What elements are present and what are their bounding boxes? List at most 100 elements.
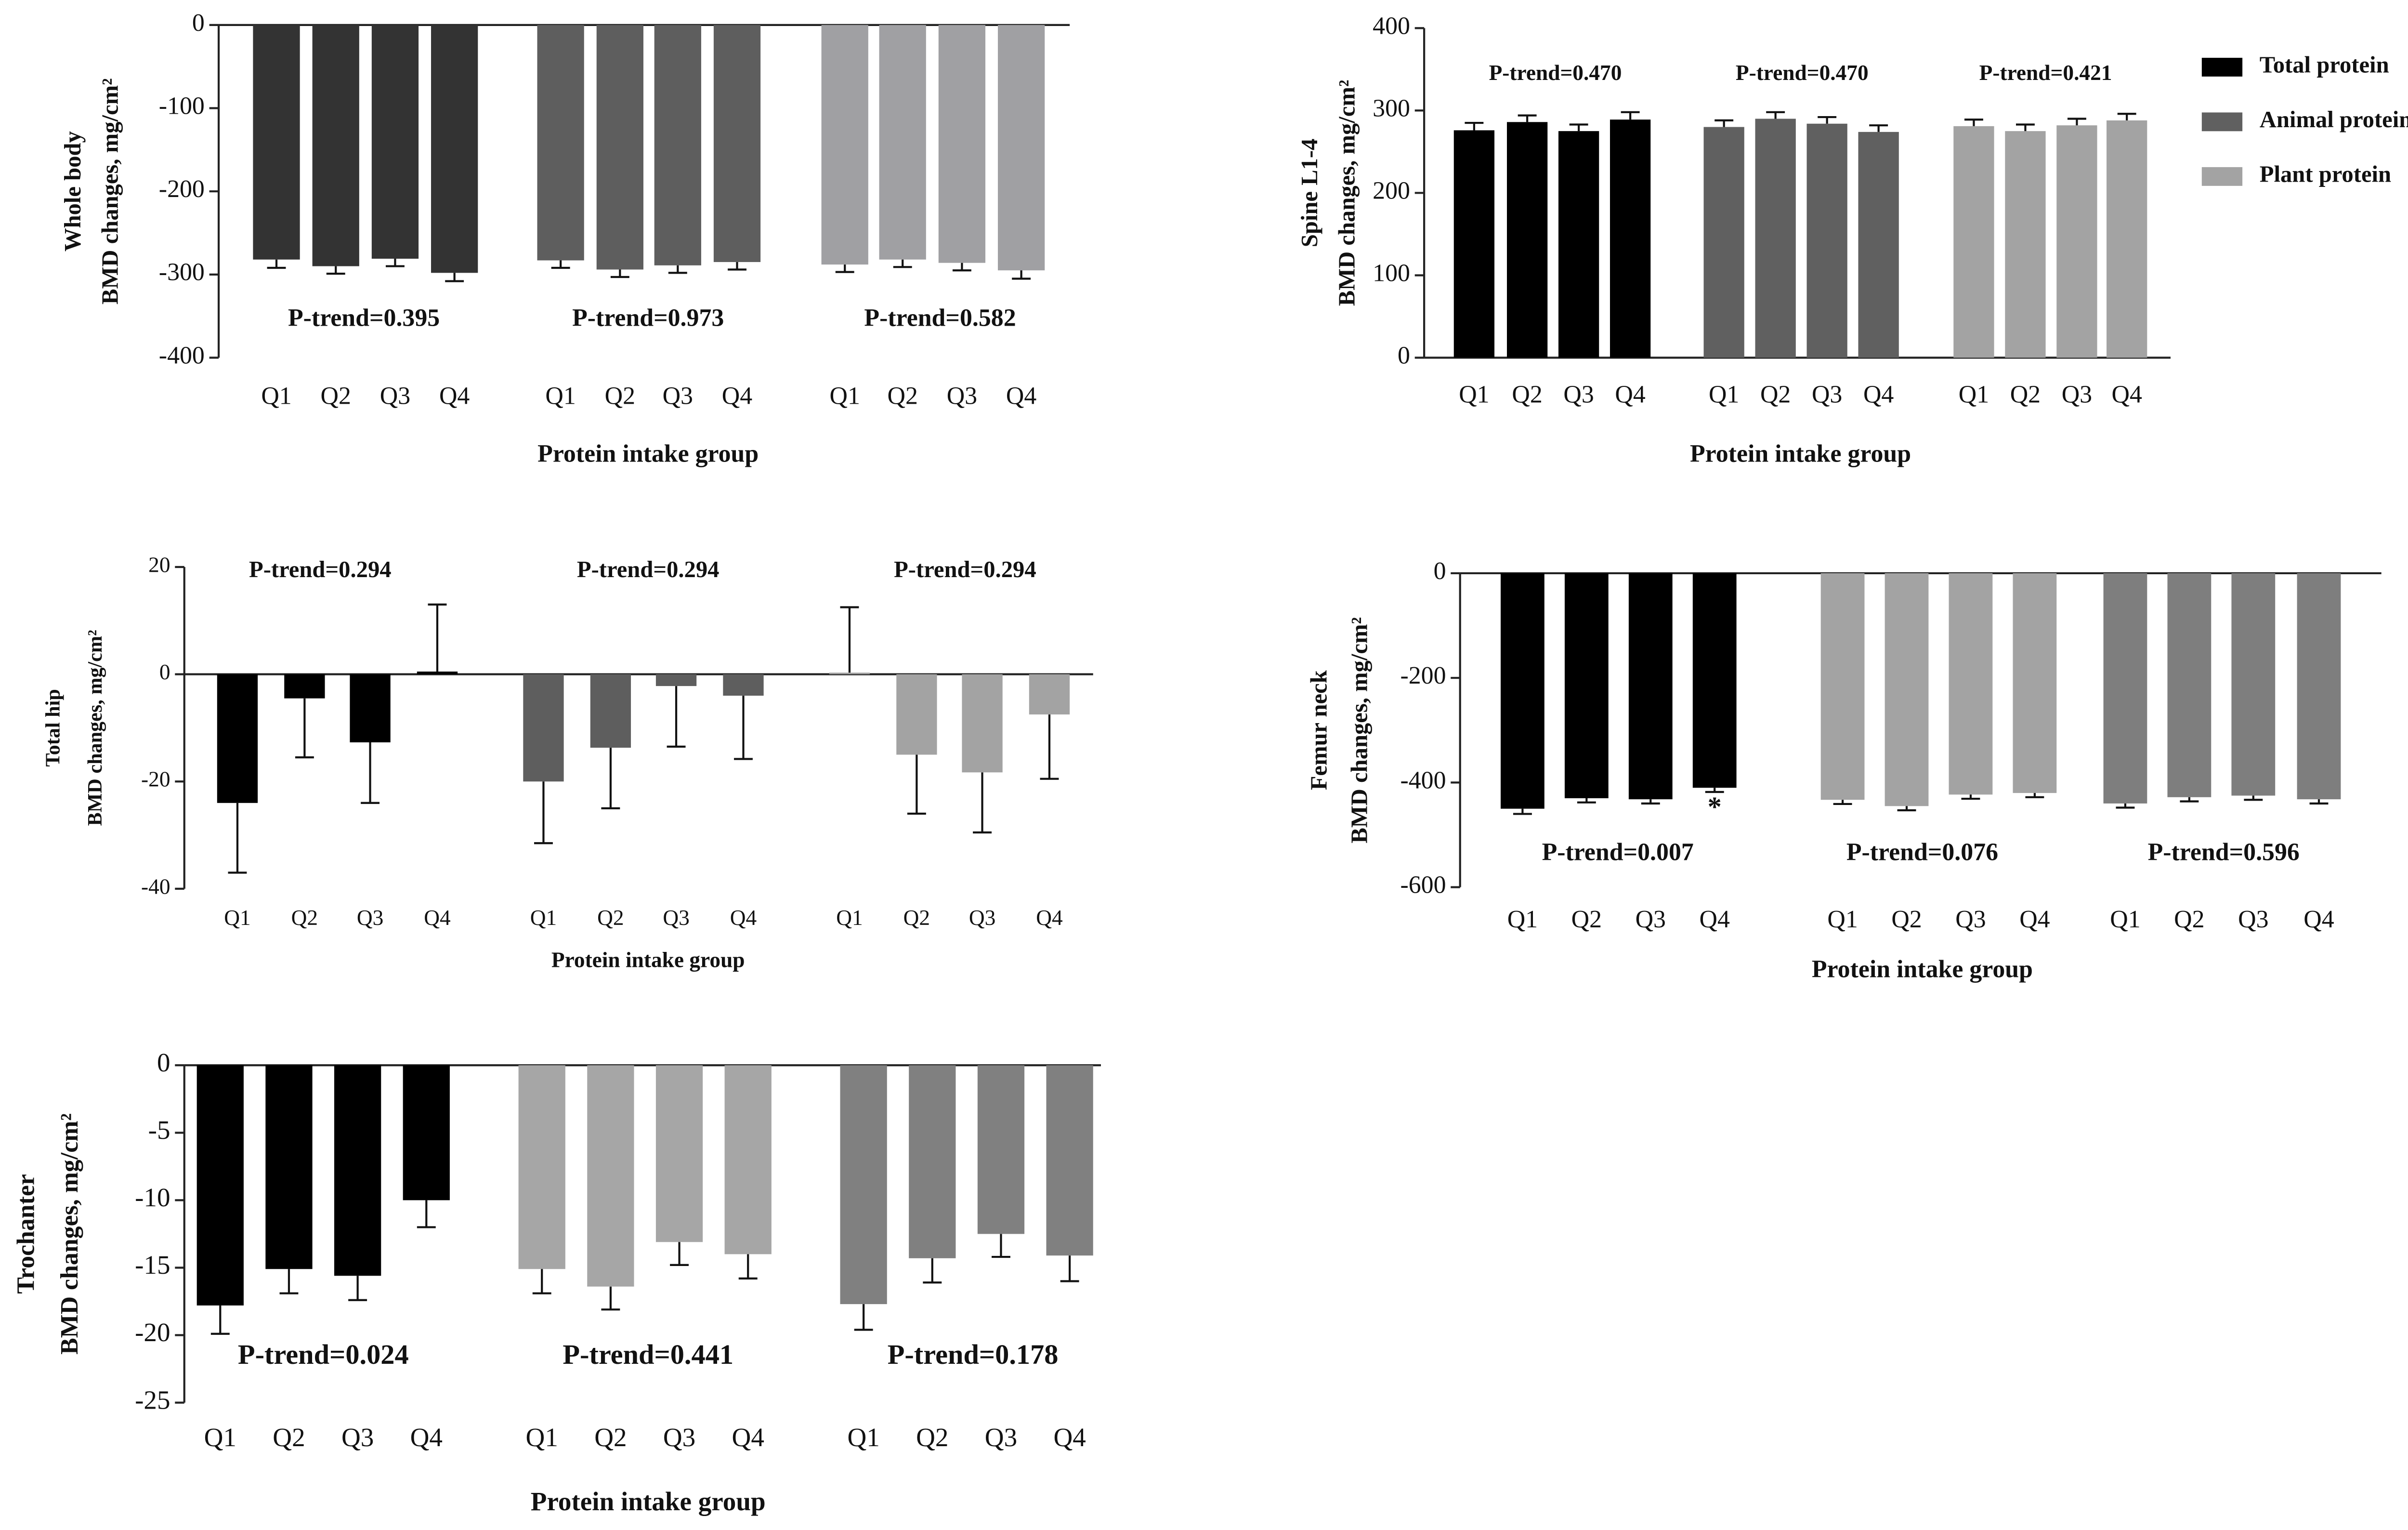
legend-label: Animal protein: [2260, 106, 2408, 132]
bar: [596, 25, 643, 270]
x-tick-label: Q2: [1512, 381, 1542, 408]
p-trend: P-trend=0.007: [1542, 838, 1694, 866]
x-tick-label: Q4: [2019, 906, 2050, 933]
x-tick-label: Q1: [204, 1423, 236, 1452]
y-tick-label: 400: [1373, 12, 1410, 40]
bar: [2107, 120, 2147, 358]
bar: [655, 674, 697, 686]
y-tick-label: -25: [135, 1385, 170, 1414]
bar: [1953, 126, 1994, 358]
y-tick-label: 0: [159, 660, 170, 684]
bar: [909, 1065, 956, 1258]
y-tick-label: -40: [141, 874, 170, 898]
x-tick-label: Q4: [1006, 382, 1036, 410]
bar: [829, 673, 870, 674]
bar: [655, 1065, 703, 1242]
y-axis-title: Whole body: [60, 131, 86, 251]
bar: [1692, 573, 1737, 788]
bar: [312, 25, 359, 266]
bar: [217, 674, 258, 803]
bar: [1806, 123, 1847, 358]
bar: [2167, 573, 2212, 797]
y-axis-title: BMD changes, mg/cm²: [84, 630, 106, 826]
x-tick-label: Q1: [847, 1423, 879, 1452]
p-trend: P-trend=0.421: [1979, 61, 2112, 85]
bar: [723, 674, 764, 696]
bar: [371, 25, 419, 259]
x-axis-title: Protein intake group: [537, 440, 759, 468]
bar: [1453, 130, 1495, 358]
x-tick-label: Q1: [836, 906, 863, 930]
x-tick-label: Q2: [597, 906, 624, 930]
x-tick-label: Q4: [410, 1423, 443, 1452]
x-tick-label: Q3: [985, 1423, 1017, 1452]
x-tick-label: Q2: [321, 382, 351, 410]
x-tick-label: Q3: [1563, 381, 1594, 408]
bar: [1820, 573, 1865, 800]
x-tick-label: Q3: [2238, 906, 2268, 933]
x-tick-label: Q4: [424, 906, 450, 930]
x-tick-label: Q3: [380, 382, 410, 410]
bar: [2231, 573, 2276, 796]
x-tick-label: Q3: [663, 906, 689, 930]
bar: [1703, 127, 1744, 358]
y-axis-title: BMD changes, mg/cm²: [1347, 617, 1373, 844]
x-tick-label: Q2: [916, 1423, 948, 1452]
bar: [1046, 1065, 1093, 1256]
p-trend: P-trend=0.470: [1489, 61, 1622, 85]
x-tick-label: Q2: [1760, 381, 1791, 408]
x-tick-label: Q4: [722, 382, 752, 410]
x-tick-label: Q1: [545, 382, 576, 410]
x-tick-label: Q4: [730, 906, 757, 930]
y-tick-label: 0: [1398, 342, 1410, 369]
x-tick-label: Q4: [439, 382, 470, 410]
x-tick-label: Q1: [1459, 381, 1489, 408]
x-tick-label: Q3: [357, 906, 383, 930]
bar: [1949, 573, 1993, 795]
x-tick-label: Q2: [1891, 906, 1922, 933]
y-axis-title: BMD changes, mg/cm²: [1334, 80, 1360, 306]
significance: *: [1708, 791, 1722, 822]
y-axis-title: Femur neck: [1306, 670, 1332, 790]
bar: [403, 1065, 450, 1200]
p-trend: P-trend=0.294: [577, 556, 720, 582]
p-trend: P-trend=0.973: [572, 304, 724, 332]
y-tick-label: -400: [159, 342, 205, 369]
chart-panel: 0 -200 -400 -600 Q1 Q2 Q3 Q4 Q1 Q2 Q3 Q4 Q1 Q2 Q3 Q4 P-t…: [1306, 557, 2382, 983]
x-tick-label: Q1: [2110, 906, 2140, 933]
x-tick-label: Q4: [732, 1423, 764, 1452]
bar: [350, 674, 391, 742]
y-tick-label: -300: [159, 259, 205, 286]
y-tick-label: 0: [192, 9, 205, 37]
p-trend: P-trend=0.024: [238, 1339, 409, 1370]
bar: [896, 674, 937, 755]
x-tick-label: Q4: [1700, 906, 1730, 933]
x-tick-label: Q4: [2111, 381, 2142, 408]
x-tick-label: Q4: [1053, 1423, 1086, 1452]
y-tick-label: -20: [141, 767, 170, 791]
x-axis-title: Protein intake group: [531, 1487, 766, 1516]
bar: [997, 25, 1045, 271]
p-trend: P-trend=0.294: [249, 556, 392, 582]
legend-label: Plant protein: [2260, 161, 2391, 187]
bar: [1858, 132, 1899, 358]
y-axis-title: Total hip: [41, 689, 64, 766]
y-tick-label: 0: [1434, 557, 1446, 585]
x-tick-label: Q1: [526, 1423, 558, 1452]
x-tick-label: Q2: [273, 1423, 305, 1452]
x-tick-label: Q1: [224, 906, 250, 930]
x-tick-label: Q1: [830, 382, 860, 410]
bar: [2056, 125, 2097, 358]
y-tick-label: -200: [1400, 662, 1446, 689]
y-tick-label: -15: [135, 1250, 170, 1279]
bar: [1501, 573, 1544, 809]
p-trend: P-trend=0.596: [2148, 838, 2300, 866]
bar: [879, 25, 926, 260]
x-tick-label: Q3: [341, 1423, 374, 1452]
x-tick-label: Q2: [888, 382, 918, 410]
chart-panel: 20 0 -20 -40 Q1 Q2 Q3 Q4 Q1 Q2 Q3 Q4 Q1 Q2 Q3 Q4 P-trend…: [41, 553, 1093, 972]
bar: [2005, 131, 2046, 358]
x-tick-label: Q1: [1507, 906, 1538, 933]
p-trend: P-trend=0.470: [1736, 61, 1869, 85]
